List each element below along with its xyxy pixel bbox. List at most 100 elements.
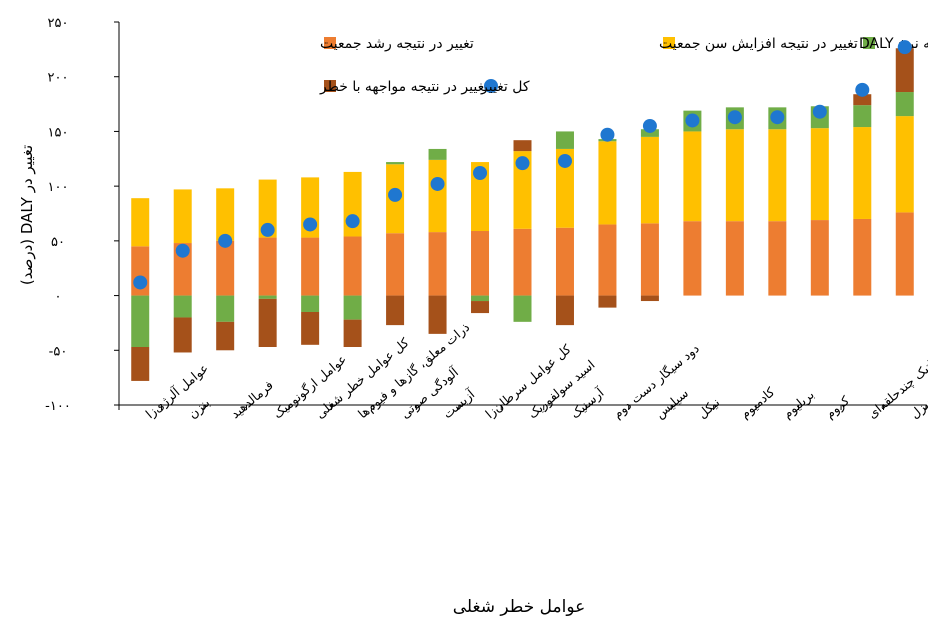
total-change-marker [855,82,870,97]
bar-segment-population-aging [513,151,532,229]
total-change-marker [642,118,657,133]
bar-segment-daly-rate [640,129,659,137]
total-change-marker [600,127,615,142]
bar-segment-population-growth [598,224,617,296]
bar-segment-risk-exposure [598,295,617,308]
x-category-label: سیلیس [652,385,691,422]
x-category-label: بنزن [185,395,213,422]
bar-segment-risk-exposure [173,317,192,353]
bar-segment-population-growth [640,223,659,296]
bar-segment-population-aging [173,189,192,244]
bar-segment-daly-rate [471,295,490,302]
bar-segment-population-growth [683,221,702,296]
bar-segment-population-growth [471,231,490,296]
bar-segment-risk-exposure [301,311,320,345]
y-axis-title: تغییر در DALY (درصد) [18,145,36,285]
bar-segment-population-aging [216,188,235,241]
bar-segment-daly-rate [173,295,192,318]
y-tick-label: ۱۰۰ [48,180,69,195]
bar-segment-risk-exposure [853,94,872,106]
x-category-label: کروم [822,393,853,422]
x-category-label: عوامل ارگونومیک [270,351,350,422]
y-tick-label: ۰ [55,290,62,305]
total-change-marker [133,275,148,290]
bar-segment-population-aging [810,128,829,221]
bar-segment-risk-exposure [343,319,362,348]
bar-segment-population-growth [768,221,787,296]
total-change-marker [303,217,318,232]
total-change-marker [897,40,912,55]
bar-segment-risk-exposure [555,295,574,326]
bar-segment-risk-exposure [513,140,532,152]
total-change-marker [685,113,700,128]
bar-segment-population-aging [428,159,447,233]
y-tick-label: ۵۰ [51,235,65,250]
bar-segment-risk-exposure [131,347,150,381]
total-change-marker [388,187,403,202]
total-change-marker [430,176,445,191]
bar-segment-daly-rate [895,92,914,117]
bar-segment-daly-rate [513,295,532,322]
bar-segment-population-growth [725,221,744,296]
y-tick-label: ۲۵۰ [48,16,69,31]
legend-swatch-population-aging [663,37,675,49]
total-change-marker [515,156,530,171]
total-change-marker [473,166,488,181]
bar-segment-daly-rate [555,131,574,149]
bar-segment-daly-rate [853,105,872,128]
total-change-marker [812,104,827,119]
bar-segment-population-aging [555,148,574,228]
bar-segment-daly-rate [428,148,447,160]
total-change-marker [345,214,360,229]
bar-segment-population-aging [640,136,659,224]
bar-segment-population-aging [471,162,490,232]
bar-segment-population-aging [258,179,277,238]
x-category-label: نیکل [695,395,723,422]
bar-segment-risk-exposure [216,321,235,351]
bar-segment-population-growth [513,228,532,296]
bar-segment-risk-exposure [895,48,914,93]
total-change-marker [218,233,233,248]
bar-segment-population-growth [810,220,829,296]
bar-segment-risk-exposure [471,301,490,314]
bar-segment-daly-rate [301,295,320,312]
legend-swatch-daly-rate [863,37,875,49]
bar-segment-population-growth [343,236,362,296]
legend-label-risk-exposure: تغییر در نتیجه مواجهه با خطر [319,79,488,95]
bar-segment-population-aging [131,198,150,247]
legend-swatch-risk-exposure [324,80,336,92]
bar-segment-population-growth [216,240,235,296]
y-tick-label: -۱۰۰ [45,399,71,414]
bar-segment-population-growth [853,218,872,296]
bar-segment-risk-exposure [640,295,659,302]
bar-segment-daly-rate [216,295,235,322]
total-change-marker [727,110,742,125]
legend-label-total-change: کل تغییر [480,79,530,95]
bar-segment-population-growth [895,212,914,296]
legend-marker-total-change [484,79,498,93]
x-category-label: آرسنیک [567,385,607,422]
legend-label-population-aging: تغییر در نتیجه افزایش سن جمعیت [659,36,858,52]
y-tick-label: ۲۰۰ [48,71,69,86]
x-category-label: فرمالدهید [227,377,276,422]
total-markers [133,40,912,290]
y-tick-label: ۱۵۰ [48,125,69,140]
x-category-label: کادمیوم [737,384,778,422]
axes [114,21,927,410]
total-change-marker [260,222,275,237]
total-change-marker [770,110,785,125]
bar-segment-daly-rate [131,295,150,348]
legend-label-population-growth: تغییر در نتیجه رشد جمعیت [320,36,474,52]
bar-segment-risk-exposure [258,298,277,348]
bar-segment-population-aging [598,141,617,225]
legend-label-daly-rate: تغییر در نتیجه نرخ DALY [859,36,928,52]
bar-segment-population-growth [258,237,277,296]
bar-segment-population-aging [853,127,872,219]
y-tick-label: -۵۰ [49,344,68,359]
bar-segment-daly-rate [386,162,405,165]
bar-segment-population-growth [173,243,192,296]
chart-legend: تغییر در نتیجه رشد جمعیت تغییر در نتیجه … [319,36,928,95]
bar-segment-daly-rate [343,295,362,320]
bar-segment-risk-exposure [428,295,447,334]
bar-segment-population-growth [301,237,320,296]
